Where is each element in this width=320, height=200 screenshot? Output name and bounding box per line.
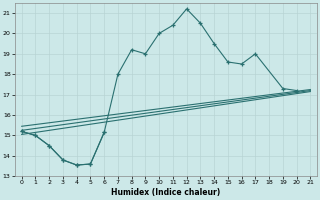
X-axis label: Humidex (Indice chaleur): Humidex (Indice chaleur) <box>111 188 221 197</box>
